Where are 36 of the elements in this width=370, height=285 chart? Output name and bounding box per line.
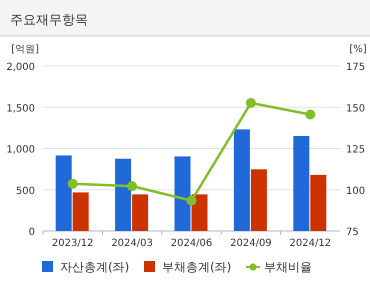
bar: [293, 136, 310, 231]
x-tick-label: 2023/12: [52, 238, 94, 249]
y-tick-label: 500: [16, 186, 35, 197]
point: [186, 196, 196, 206]
point: [246, 98, 256, 108]
bar: [56, 155, 72, 231]
y2-tick-label: 175: [346, 62, 366, 73]
point: [127, 181, 138, 192]
y-tick-label: 1,500: [6, 103, 35, 114]
legend-label: 부채비율: [264, 260, 312, 274]
bar: [174, 156, 190, 231]
y2-tick-label: 100: [346, 186, 366, 197]
y2-axis-title: [%]: [349, 44, 367, 55]
bar: [310, 174, 326, 231]
bar: [192, 194, 208, 231]
chart-title: 주요재무항목: [10, 13, 88, 28]
y-tick-label: 0: [28, 227, 35, 238]
y2-tick-label: 125: [346, 144, 366, 156]
x-tick-label: 2024/12: [290, 238, 332, 249]
x-tick-label: 2024/06: [170, 238, 212, 249]
x-tick-label: 2024/09: [230, 238, 272, 249]
y-tick-label: 1,000: [6, 144, 35, 156]
bar: [234, 129, 250, 231]
x-tick-label: 2024/03: [111, 238, 153, 249]
y-tick-label: 2,000: [6, 62, 35, 73]
point: [68, 178, 78, 189]
bar: [115, 158, 132, 231]
point: [305, 110, 316, 120]
y2-tick-label: 150: [346, 103, 366, 114]
legend-label: 부채총계(좌): [162, 260, 232, 274]
y2-tick-label: 75: [346, 227, 359, 238]
legend-label: 자산총계(좌): [60, 260, 130, 274]
bar: [132, 194, 148, 231]
bar: [250, 169, 267, 231]
y-axis-title: [억원]: [11, 44, 40, 55]
bar: [72, 192, 89, 231]
